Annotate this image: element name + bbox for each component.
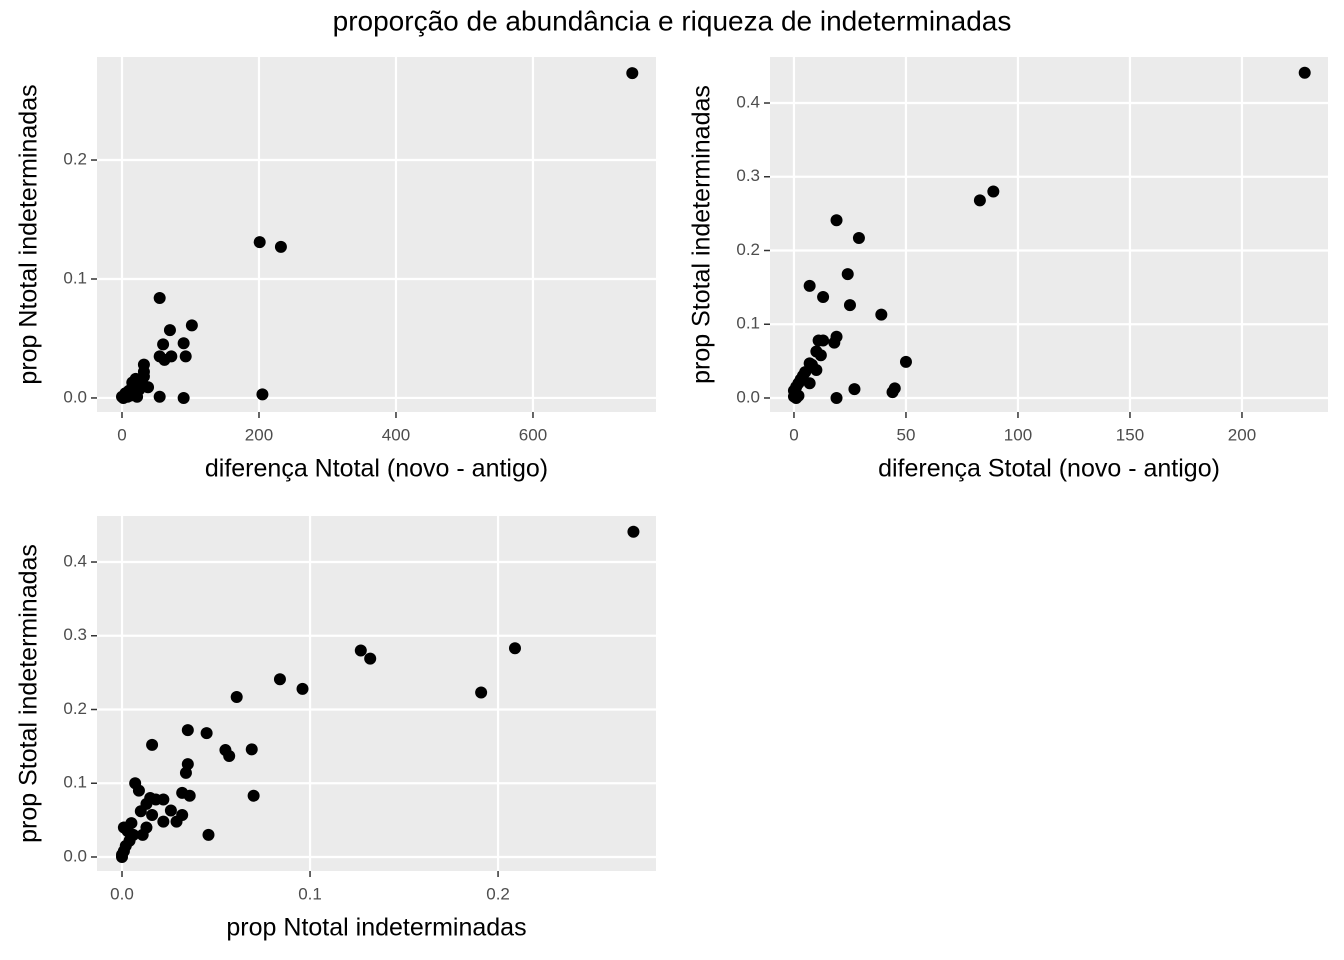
point (790, 391, 803, 404)
y-tick-label: 0.2 (736, 240, 760, 259)
point (117, 391, 130, 404)
point (828, 336, 841, 349)
point (116, 848, 129, 861)
point (164, 804, 177, 817)
point (296, 682, 309, 695)
x-tick-label: 150 (1116, 425, 1144, 444)
y-tick-label: 0.0 (736, 387, 760, 406)
point (848, 383, 861, 396)
y-tick-label: 0.3 (736, 166, 760, 185)
point (136, 377, 149, 390)
y-axis-title: prop Stotal indeterminadas (15, 544, 43, 843)
point (1298, 66, 1311, 79)
point (158, 353, 171, 366)
point (202, 828, 215, 841)
point (987, 185, 1000, 198)
y-tick-label: 0.0 (63, 846, 87, 865)
point (153, 390, 166, 403)
x-tick-label: 400 (382, 425, 410, 444)
point (875, 308, 888, 321)
x-axis-title: diferença Stotal (novo - antigo) (878, 455, 1220, 483)
point (177, 391, 190, 404)
point (170, 815, 183, 828)
point (817, 334, 830, 347)
point (132, 784, 145, 797)
panel-background (770, 57, 1328, 412)
point (183, 789, 196, 802)
y-tick-label: 0.1 (63, 773, 87, 792)
x-axis-title: diferença Ntotal (novo - antigo) (205, 455, 548, 483)
y-tick-label: 0.2 (63, 150, 87, 169)
point (830, 391, 843, 404)
x-tick-label: 200 (245, 425, 273, 444)
y-tick-label: 0.3 (63, 625, 87, 644)
x-tick-label: 0.2 (486, 884, 510, 903)
point (181, 724, 194, 737)
point (803, 377, 816, 390)
y-axis-title: prop Stotal indeterminadas (688, 85, 716, 384)
point (899, 355, 912, 368)
point (852, 231, 865, 244)
point (146, 738, 159, 751)
point (146, 808, 159, 821)
x-tick-label: 50 (897, 425, 916, 444)
y-axis-title: prop Ntotal indeterminadas (15, 84, 43, 384)
point (475, 686, 488, 699)
y-tick-label: 0.4 (63, 552, 87, 571)
point (274, 240, 287, 253)
point (626, 67, 639, 80)
point (817, 290, 830, 303)
point (230, 690, 243, 703)
y-tick-label: 0.2 (63, 699, 87, 718)
point (803, 279, 816, 292)
point (841, 268, 854, 281)
point (157, 338, 170, 351)
point (810, 345, 823, 358)
x-axis-title: prop Ntotal indeterminadas (226, 914, 526, 942)
x-tick-label: 100 (1004, 425, 1032, 444)
point (245, 743, 258, 756)
y-tick-label: 0.1 (63, 268, 87, 287)
point (153, 292, 166, 305)
y-tick-label: 0.4 (736, 93, 760, 112)
x-tick-label: 0 (789, 425, 798, 444)
x-tick-label: 200 (1228, 425, 1256, 444)
point (508, 642, 521, 655)
panel-background (97, 516, 656, 871)
point (163, 324, 176, 337)
point (253, 236, 266, 249)
x-tick-label: 0.1 (298, 884, 322, 903)
point (364, 652, 377, 665)
point (810, 363, 823, 376)
point (354, 644, 367, 657)
point (136, 828, 149, 841)
point (973, 194, 986, 207)
point (886, 386, 899, 399)
figure-title: proporção de abundância e riqueza de ind… (333, 5, 1012, 36)
point (200, 727, 213, 740)
point (830, 214, 843, 227)
point (843, 299, 856, 312)
x-tick-label: 600 (519, 425, 547, 444)
point (134, 805, 147, 818)
x-tick-label: 0 (117, 425, 126, 444)
point (177, 337, 190, 350)
point (185, 319, 198, 332)
point (157, 793, 170, 806)
y-tick-label: 0.1 (736, 314, 760, 333)
point (179, 766, 192, 779)
y-tick-label: 0.0 (63, 387, 87, 406)
x-tick-label: 0.0 (110, 884, 134, 903)
point (223, 749, 236, 762)
point (179, 350, 192, 363)
point (157, 815, 170, 828)
point (273, 673, 286, 686)
point (256, 388, 269, 401)
point (627, 525, 640, 538)
point (247, 789, 260, 802)
